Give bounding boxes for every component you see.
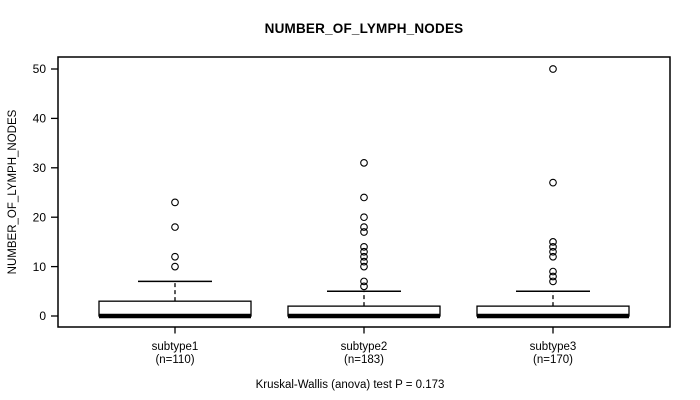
outlier-point bbox=[549, 277, 557, 286]
outlier-point bbox=[360, 228, 368, 236]
x-group-label-subtype3: subtype3 (n=170) bbox=[530, 341, 577, 366]
group-count: (n=110) bbox=[155, 354, 194, 366]
outlier-point bbox=[549, 267, 557, 276]
outlier-point bbox=[549, 252, 557, 261]
group-count: (n=170) bbox=[533, 354, 573, 366]
group-name: subtype2 bbox=[341, 341, 388, 353]
y-tick-label: 10 bbox=[33, 260, 47, 274]
stat-test-caption: Kruskal-Wallis (anova) test P = 0.173 bbox=[255, 379, 445, 391]
outlier-point bbox=[171, 223, 179, 231]
y-tick-label: 20 bbox=[33, 210, 47, 224]
outlier-point bbox=[171, 198, 179, 207]
outlier-point bbox=[360, 257, 368, 266]
chart-title: NUMBER_OF_LYMPH_NODES bbox=[264, 21, 464, 36]
outlier-point bbox=[360, 262, 368, 271]
group-name: subtype1 bbox=[152, 341, 199, 353]
outlier-point bbox=[360, 159, 368, 167]
outlier-point bbox=[171, 262, 179, 271]
outlier-point bbox=[360, 213, 368, 222]
y-tick-label: 40 bbox=[33, 112, 47, 126]
outlier-point bbox=[549, 242, 557, 251]
group-name: subtype3 bbox=[530, 341, 577, 353]
outlier-point bbox=[549, 65, 557, 73]
y-tick-label: 0 bbox=[39, 309, 46, 323]
x-group-label-subtype2: subtype2 (n=183) bbox=[341, 341, 388, 366]
y-tick-label: 50 bbox=[33, 62, 47, 76]
outlier-point bbox=[549, 178, 557, 187]
outlier-point bbox=[360, 277, 368, 286]
outlier-point bbox=[360, 242, 368, 251]
outlier-point bbox=[549, 247, 557, 256]
outlier-point bbox=[360, 252, 368, 261]
plot-frame bbox=[57, 56, 671, 328]
outlier-point bbox=[360, 223, 368, 231]
outlier-point bbox=[549, 272, 557, 281]
y-tick-label: 30 bbox=[33, 161, 47, 175]
outlier-point bbox=[360, 247, 368, 256]
outlier-point bbox=[171, 252, 179, 261]
x-group-label-subtype1: subtype1 (n=110) bbox=[152, 341, 199, 366]
group-count: (n=183) bbox=[344, 354, 384, 366]
outlier-point bbox=[360, 282, 368, 291]
outlier-point bbox=[360, 193, 368, 202]
outlier-point bbox=[549, 238, 557, 246]
